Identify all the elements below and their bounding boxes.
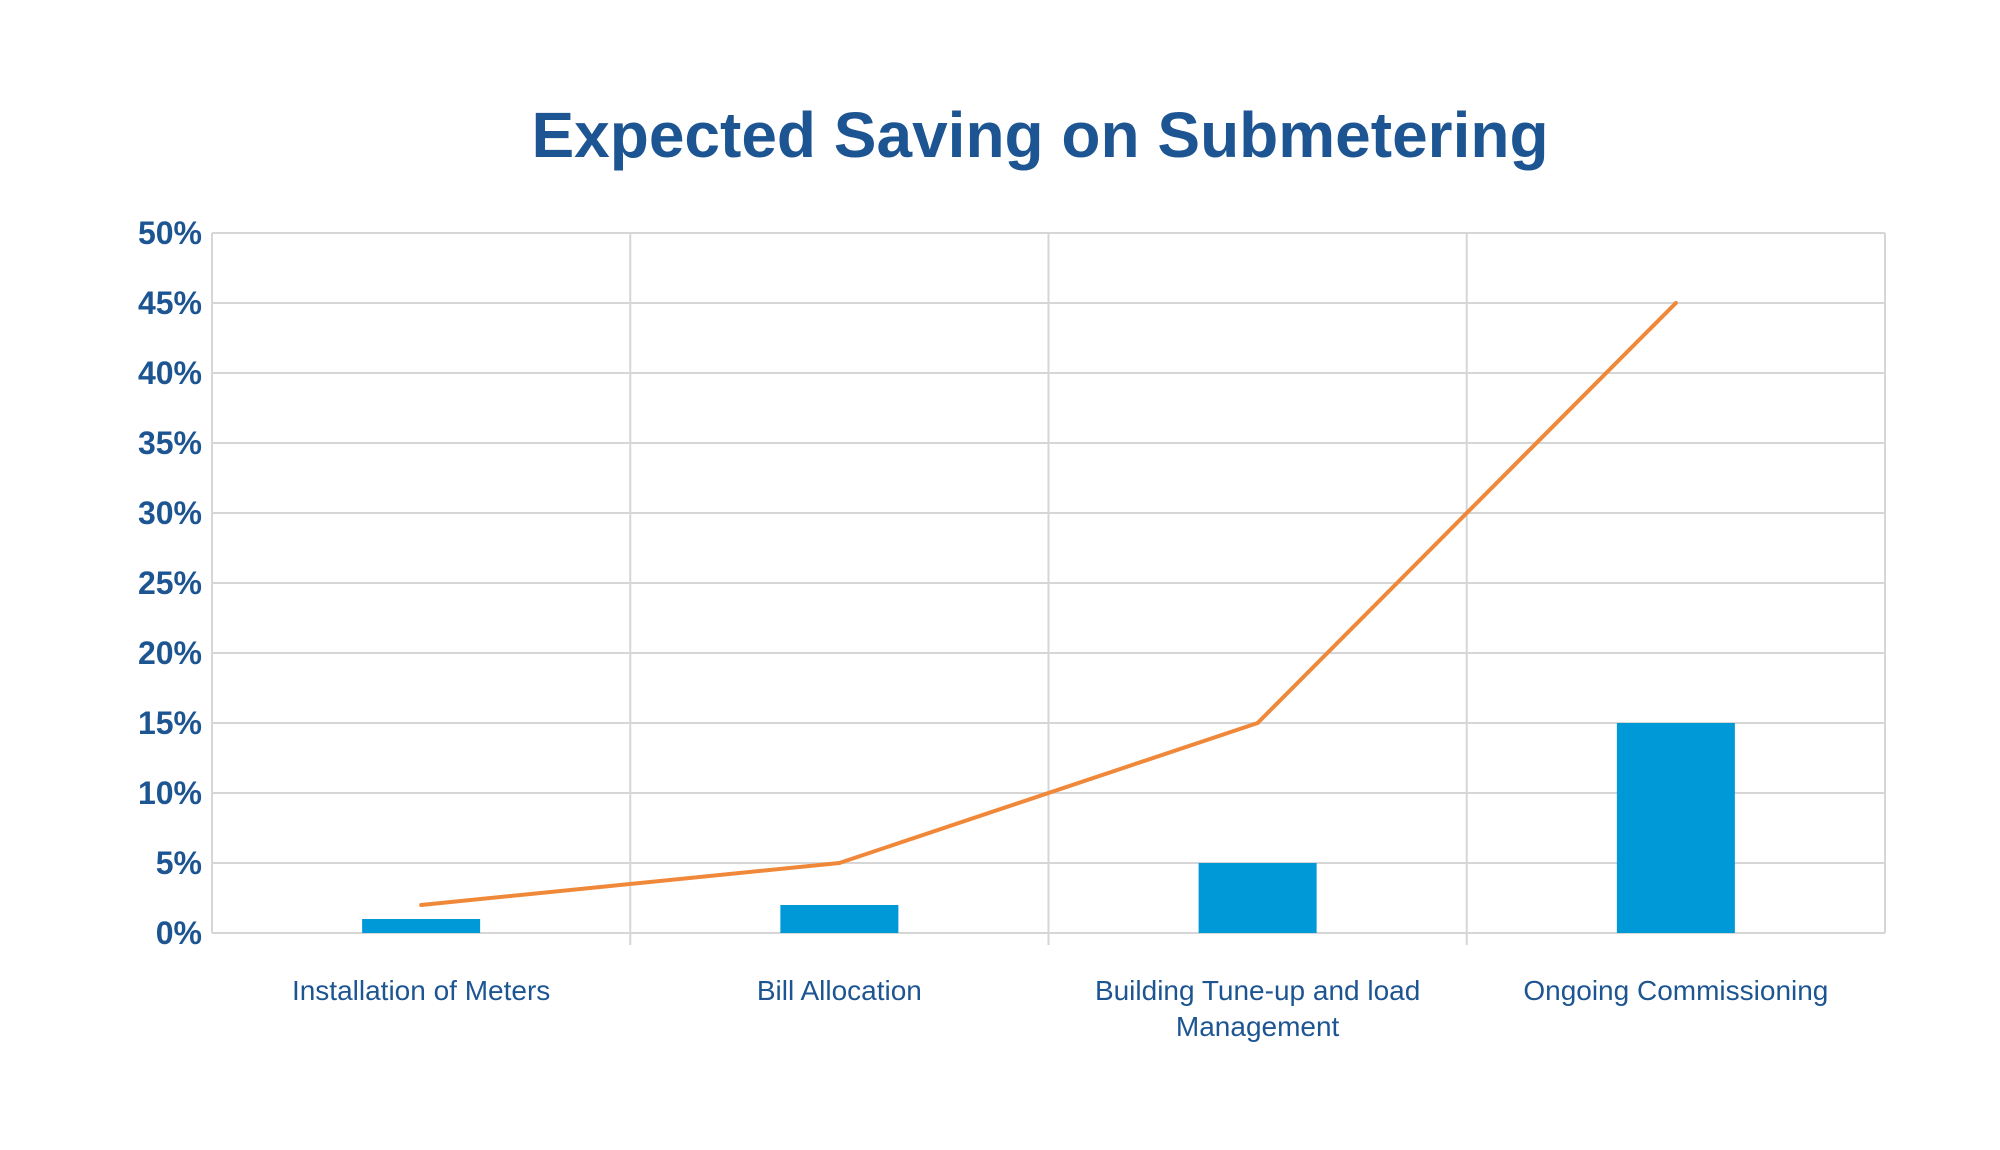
y-tick-label: 35% [138,425,202,461]
y-tick-label: 10% [138,775,202,811]
bar-1 [780,905,899,933]
line-point-0 [419,903,424,907]
x-tick-label: Bill Allocation [757,975,922,1006]
y-tick-label: 40% [138,355,202,391]
y-tick-label: 15% [138,705,202,741]
x-tick-label: Ongoing Commissioning [1523,975,1828,1006]
bar-3 [1616,723,1735,933]
y-tick-label: 50% [138,215,202,251]
y-tick-label: 30% [138,495,202,531]
x-tick-label: Management [1176,1011,1340,1042]
line-point-2 [1255,721,1260,725]
bar-0 [362,919,481,933]
line-point-3 [1673,301,1678,305]
bar-2 [1198,863,1317,933]
x-tick-label: Building Tune-up and load [1095,975,1420,1006]
line-point-1 [837,861,842,865]
y-tick-label: 25% [138,565,202,601]
y-tick-label: 45% [138,285,202,321]
y-tick-label: 20% [138,635,202,671]
chart-title: Expected Saving on Submetering [531,99,1549,171]
line-series [420,301,1678,907]
x-tick-label: Installation of Meters [292,975,550,1006]
y-tick-label: 0% [156,915,202,951]
y-tick-label: 5% [156,845,202,881]
